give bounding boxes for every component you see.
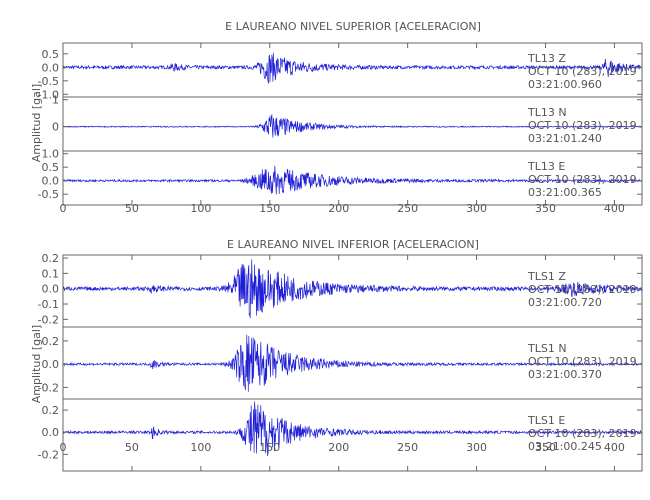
top-y-axis-label: Amplitud [gal]: [30, 84, 43, 162]
y-tick-label: 0: [52, 121, 59, 134]
x-tick-label: 150: [259, 202, 280, 215]
y-tick-label: -0.2: [38, 313, 59, 326]
station-label: TLS1 E: [527, 414, 565, 427]
y-tick-label: 0.1: [42, 267, 60, 280]
time-label: 03:21:00.960: [528, 78, 602, 91]
y-tick-label: 0.2: [42, 335, 60, 348]
panel-frame: [62, 398, 643, 472]
y-tick-label: -0.1: [38, 298, 59, 311]
waveform-TLS1-E: [63, 401, 642, 457]
x-tick-label: 50: [125, 441, 139, 454]
y-tick-label: -0.5: [38, 75, 59, 88]
y-tick-label: 0.0: [42, 61, 60, 74]
waveform-TL13-Z: [62, 52, 642, 84]
y-tick-label: 0.0: [42, 283, 60, 296]
x-tick-label: 150: [259, 441, 280, 454]
x-tick-label: 250: [397, 441, 418, 454]
time-label: 03:21:00.370: [528, 368, 602, 381]
y-tick-label: 1: [52, 94, 59, 107]
y-tick-label: 0.0: [42, 358, 60, 371]
station-label: TLS1 Z: [527, 270, 566, 283]
time-label: 03:21:00.720: [528, 296, 602, 309]
station-label: TL13 N: [527, 106, 567, 119]
y-tick-label: -1.0: [38, 88, 59, 101]
panel-frame: [62, 150, 643, 206]
station-label: TL13 Z: [527, 52, 566, 65]
y-tick-label: 1.0: [42, 148, 60, 161]
waveform-TLS1-N: [62, 334, 642, 392]
y-tick-label: 0.0: [42, 175, 60, 188]
x-tick-label: 350: [535, 202, 556, 215]
waveform-TLS1-Z: [62, 259, 642, 319]
bottom-y-axis-label: Amplitud [gal]: [30, 325, 43, 403]
station-label: TLS1 N: [527, 342, 567, 355]
y-tick-label: 0.5: [42, 48, 60, 61]
date-label: OCT 10 (283), 2019: [528, 173, 637, 186]
date-label: OCT 10 (283), 2019: [528, 355, 637, 368]
y-tick-label: -0.2: [38, 381, 59, 394]
date-label: OCT 10 (283), 2019: [528, 119, 637, 132]
x-tick-label: 100: [190, 441, 211, 454]
x-tick-label: 350: [535, 441, 556, 454]
x-tick-label: 200: [328, 441, 349, 454]
x-tick-label: 400: [604, 441, 625, 454]
time-label: 03:21:00.245: [528, 440, 602, 453]
x-tick-label: 250: [397, 202, 418, 215]
date-label: OCT 10 (283), 2019: [528, 427, 637, 440]
x-tick-label: 50: [125, 202, 139, 215]
y-tick-label: 0.2: [42, 404, 60, 417]
x-tick-label: 100: [190, 202, 211, 215]
top-figure-title: E LAUREANO NIVEL SUPERIOR [ACELERACION]: [225, 20, 481, 33]
x-tick-label: 300: [466, 441, 487, 454]
y-tick-label: 0.5: [42, 161, 60, 174]
x-tick-label: 0: [60, 202, 67, 215]
date-label: OCT 10 (283), 2019: [528, 283, 637, 296]
y-tick-label: -0.5: [38, 188, 59, 201]
time-label: 03:21:01.240: [528, 132, 602, 145]
time-label: 03:21:00.365: [528, 186, 602, 199]
station-label: TL13 E: [527, 160, 565, 173]
date-label: OCT 10 (283), 2019: [528, 65, 637, 78]
x-tick-label: 0: [60, 441, 67, 454]
x-tick-label: 200: [328, 202, 349, 215]
y-tick-label: 0.2: [42, 252, 60, 265]
x-tick-label: 400: [604, 202, 625, 215]
waveform-TL13-E: [62, 165, 642, 195]
y-tick-label: -0.2: [38, 448, 59, 461]
x-tick-label: 300: [466, 202, 487, 215]
waveform-TL13-N: [62, 114, 642, 138]
y-tick-label: 0.0: [42, 426, 60, 439]
bottom-figure-title: E LAUREANO NIVEL INFERIOR [ACELERACION]: [227, 238, 479, 251]
